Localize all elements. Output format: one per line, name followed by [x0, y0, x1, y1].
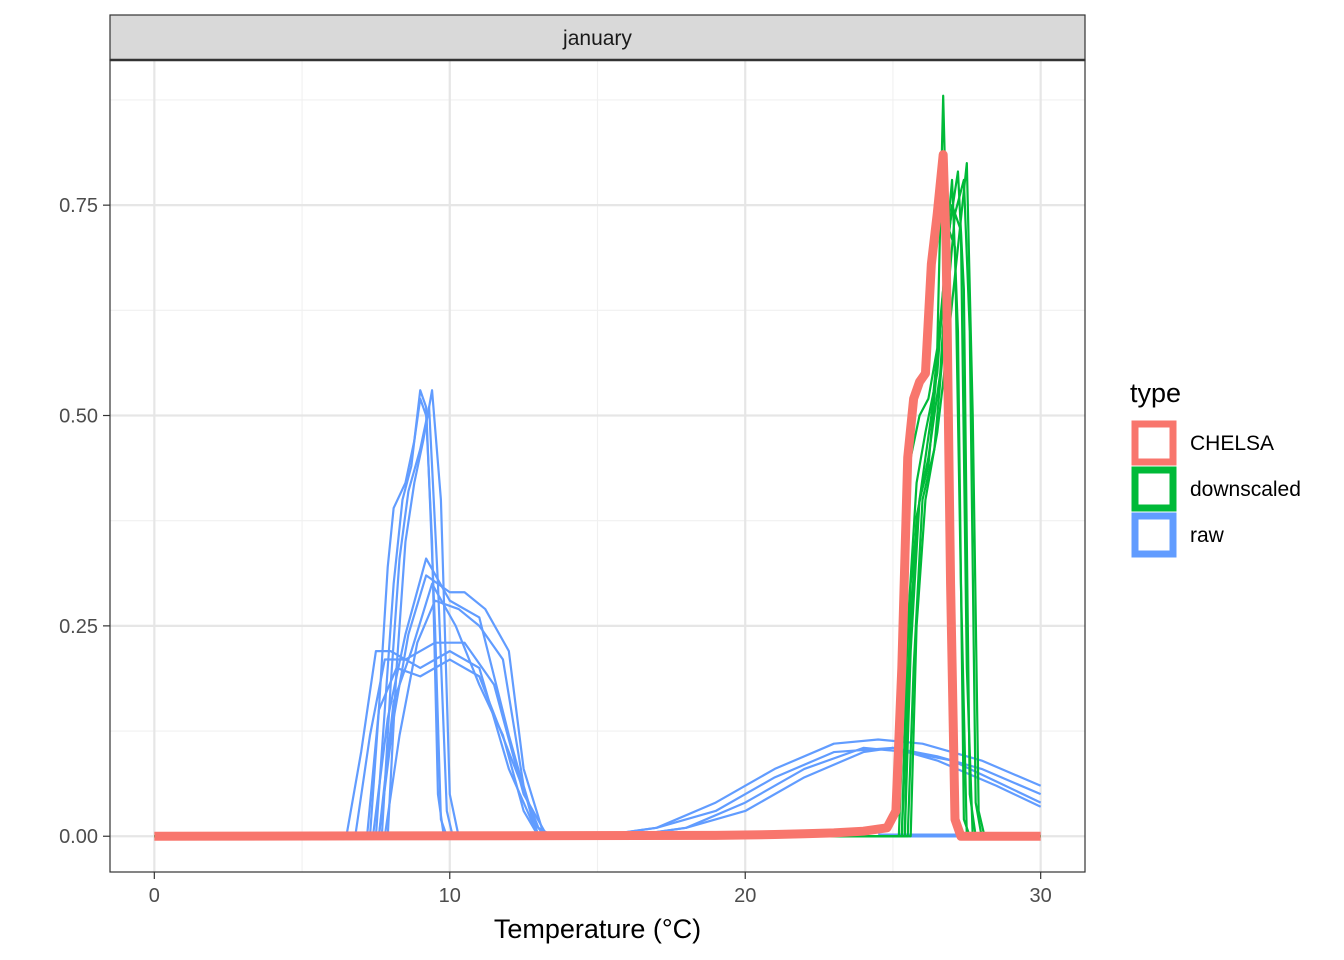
- series-line-raw: [154, 599, 1041, 838]
- chelsa-series-group: [154, 150, 1041, 841]
- y-tick-label: 0.00: [59, 826, 98, 848]
- legend-key-downscaled: [1131, 466, 1177, 512]
- x-tick-label: 30: [1030, 885, 1052, 907]
- x-tick-label: 20: [734, 885, 756, 907]
- x-axis: 0 10 20 30: [149, 872, 1052, 907]
- series-line-raw: [154, 406, 1041, 838]
- series-line-raw: [154, 582, 1041, 838]
- series-line-downscaled: [154, 161, 1041, 838]
- facet-strip: [109, 14, 1086, 61]
- series-line-chelsa: [154, 150, 1041, 841]
- legend-title: type: [1130, 378, 1181, 408]
- minor-gridlines: [110, 60, 1085, 872]
- x-tick-label: 0: [149, 885, 160, 907]
- legend-key-chelsa: [1131, 420, 1177, 466]
- facet-strip-label: january: [562, 27, 632, 50]
- y-tick-label: 0.75: [59, 195, 98, 217]
- y-tick-label: 0.50: [59, 406, 98, 428]
- series-line-downscaled: [154, 229, 1041, 838]
- series-line-raw: [154, 389, 1041, 838]
- y-axis: 0.00 0.25 0.50 0.75: [59, 195, 110, 848]
- series-line-raw: [154, 574, 1041, 838]
- legend-entries: CHELSA downscaled raw: [1131, 420, 1301, 558]
- y-tick-label: 0.25: [59, 616, 98, 638]
- legend-key-raw: [1131, 512, 1177, 558]
- x-axis-title: Temperature (°C): [494, 914, 701, 944]
- legend: type CHELSA downscaled raw: [1130, 378, 1301, 558]
- series-line-raw: [154, 389, 1041, 838]
- legend-label-downscaled: downscaled: [1190, 478, 1301, 501]
- series-line-raw: [154, 557, 1041, 838]
- x-tick-label: 10: [439, 885, 461, 907]
- legend-label-raw: raw: [1190, 524, 1225, 547]
- legend-label-chelsa: CHELSA: [1190, 432, 1274, 455]
